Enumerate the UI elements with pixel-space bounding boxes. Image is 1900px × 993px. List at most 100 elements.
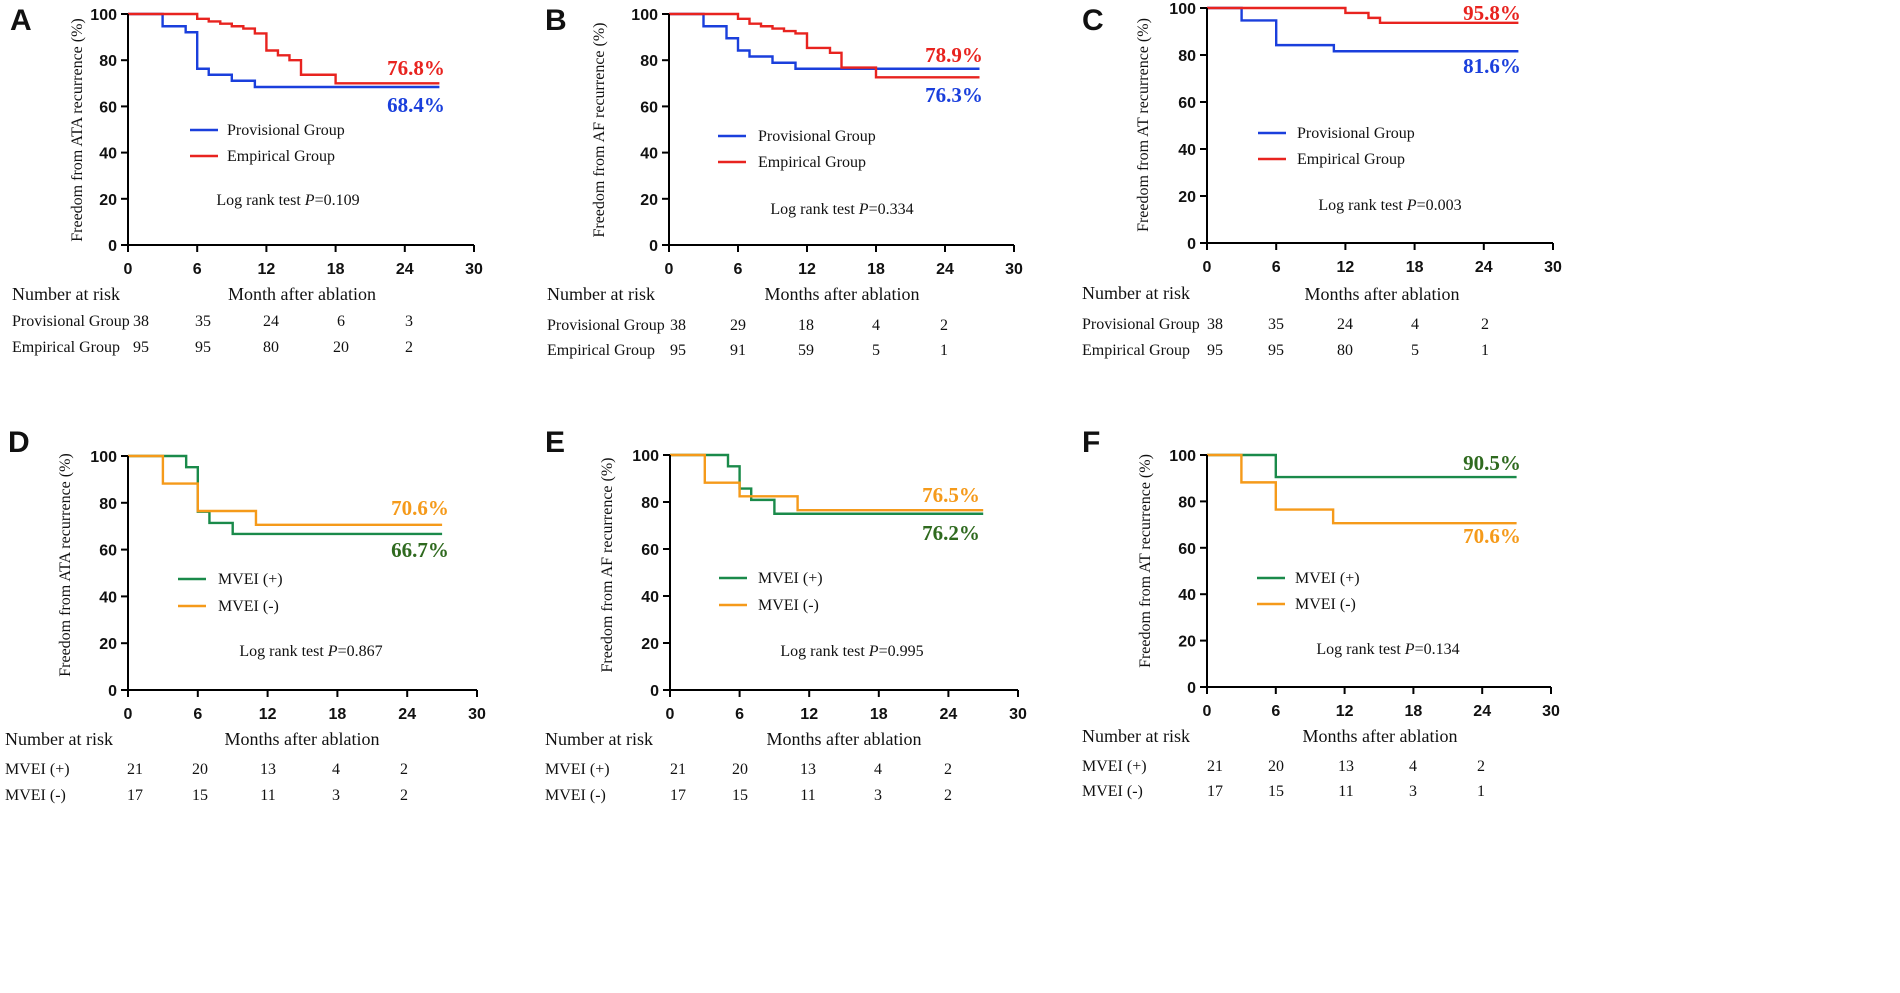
- legend-label: Empirical Group: [227, 148, 335, 165]
- risk-row-label: Empirical Group: [547, 342, 655, 359]
- risk-count: 2: [1481, 316, 1489, 333]
- x-tick-label: 30: [468, 706, 486, 723]
- x-tick-label: 30: [1009, 706, 1027, 723]
- risk-row-label: MVEI (+): [5, 761, 70, 778]
- log-rank-p-value: =0.109: [315, 192, 360, 209]
- risk-count: 20: [1268, 758, 1284, 775]
- risk-count: 2: [944, 787, 952, 804]
- end-percent-label: 66.7%: [391, 538, 449, 562]
- x-tick-label: 0: [1203, 259, 1212, 276]
- risk-count: 1: [1477, 783, 1485, 800]
- y-axis-title: Freedom from ATA recurrence (%): [57, 453, 74, 677]
- risk-count: 13: [800, 761, 816, 778]
- risk-table-title: Number at risk: [12, 284, 120, 304]
- series-line-mvei: [670, 453, 984, 515]
- log-rank-p-value: =0.995: [879, 643, 924, 660]
- risk-count: 80: [1337, 342, 1353, 359]
- x-tick-label: 24: [940, 706, 958, 723]
- risk-count: 29: [730, 317, 746, 334]
- panel-letter: F: [1082, 426, 1100, 459]
- x-tick-label: 24: [398, 706, 416, 723]
- y-tick-label: 20: [1178, 189, 1196, 206]
- x-tick-label: 12: [258, 261, 276, 278]
- x-tick-label: 24: [936, 261, 954, 278]
- y-tick-label: 20: [640, 192, 658, 209]
- series-line-provisional-group: [1207, 6, 1519, 53]
- legend-label: Provisional Group: [227, 122, 345, 139]
- series-line-provisional-group: [669, 12, 980, 70]
- risk-count: 13: [1338, 758, 1354, 775]
- x-tick-label: 6: [1272, 259, 1281, 276]
- risk-count: 21: [1207, 758, 1223, 775]
- x-axis-title: Month after ablation: [228, 284, 376, 304]
- risk-count: 35: [195, 313, 211, 330]
- x-tick-label: 24: [1473, 703, 1491, 720]
- log-rank-p-symbol: P: [858, 201, 869, 218]
- risk-count: 2: [405, 339, 413, 356]
- y-axis-title: Freedom from AT recurrence (%): [1137, 454, 1154, 668]
- risk-row-label: MVEI (-): [545, 787, 606, 804]
- risk-count: 95: [1268, 342, 1284, 359]
- risk-row-label: MVEI (+): [545, 761, 610, 778]
- end-percent-label: 76.5%: [922, 483, 980, 507]
- x-tick-label: 18: [1406, 259, 1424, 276]
- x-tick-label: 6: [735, 706, 744, 723]
- x-tick-label: 30: [465, 261, 483, 278]
- y-axis-title: Freedom from ATA recurrence (%): [69, 18, 86, 242]
- end-percent-label: 81.6%: [1463, 54, 1521, 78]
- risk-count: 1: [1481, 342, 1489, 359]
- end-percent-label: 76.3%: [925, 83, 983, 107]
- x-tick-label: 30: [1005, 261, 1023, 278]
- log-rank-p-value: =0.334: [869, 201, 914, 218]
- legend-label: MVEI (+): [218, 571, 283, 588]
- y-tick-label: 60: [99, 543, 117, 560]
- log-rank-stat: Log rank test P=0.003: [1318, 197, 1461, 214]
- x-axis-title: Months after ablation: [767, 729, 922, 749]
- end-percent-label: 70.6%: [1463, 524, 1521, 548]
- x-tick-label: 6: [193, 706, 202, 723]
- risk-count: 95: [133, 339, 149, 356]
- y-tick-label: 60: [640, 99, 658, 116]
- risk-row-label: Empirical Group: [12, 339, 120, 356]
- legend-label: MVEI (-): [758, 597, 819, 614]
- risk-count: 17: [127, 787, 143, 804]
- log-rank-stat: Log rank test P=0.995: [780, 643, 923, 660]
- log-rank-stat: Log rank test P=0.334: [770, 201, 913, 218]
- risk-count: 4: [874, 761, 882, 778]
- y-tick-label: 100: [631, 7, 658, 24]
- legend-label: Empirical Group: [758, 154, 866, 171]
- risk-table-title: Number at risk: [5, 729, 113, 749]
- y-tick-label: 80: [99, 53, 117, 70]
- y-tick-label: 80: [641, 495, 659, 512]
- y-axis-title: Freedom from AT recurrence (%): [1135, 18, 1152, 232]
- x-tick-label: 0: [124, 261, 133, 278]
- x-tick-label: 6: [193, 261, 202, 278]
- legend-label: MVEI (+): [758, 570, 823, 587]
- risk-row-label: Provisional Group: [1082, 316, 1200, 333]
- log-rank-prefix: Log rank test: [1318, 197, 1406, 214]
- risk-count: 24: [263, 313, 279, 330]
- y-tick-label: 20: [99, 636, 117, 653]
- end-percent-label: 70.6%: [391, 496, 449, 520]
- risk-count: 15: [192, 787, 208, 804]
- log-rank-stat: Log rank test P=0.867: [239, 643, 382, 660]
- legend-label: MVEI (+): [1295, 570, 1360, 587]
- risk-table-title: Number at risk: [547, 284, 655, 304]
- risk-count: 4: [1411, 316, 1419, 333]
- risk-row-label: Provisional Group: [12, 313, 130, 330]
- y-tick-label: 0: [649, 238, 658, 255]
- risk-count: 4: [332, 761, 340, 778]
- end-percent-label: 68.4%: [387, 93, 445, 117]
- risk-count: 17: [670, 787, 686, 804]
- legend-label: Provisional Group: [758, 128, 876, 145]
- risk-count: 20: [732, 761, 748, 778]
- risk-count: 2: [940, 317, 948, 334]
- risk-count: 2: [944, 761, 952, 778]
- risk-count: 3: [1409, 783, 1417, 800]
- y-axis-title: Freedom from AF recurrence (%): [599, 457, 616, 672]
- log-rank-p-value: =0.003: [1417, 197, 1462, 214]
- risk-count: 95: [1207, 342, 1223, 359]
- x-axis-title: Months after ablation: [765, 284, 920, 304]
